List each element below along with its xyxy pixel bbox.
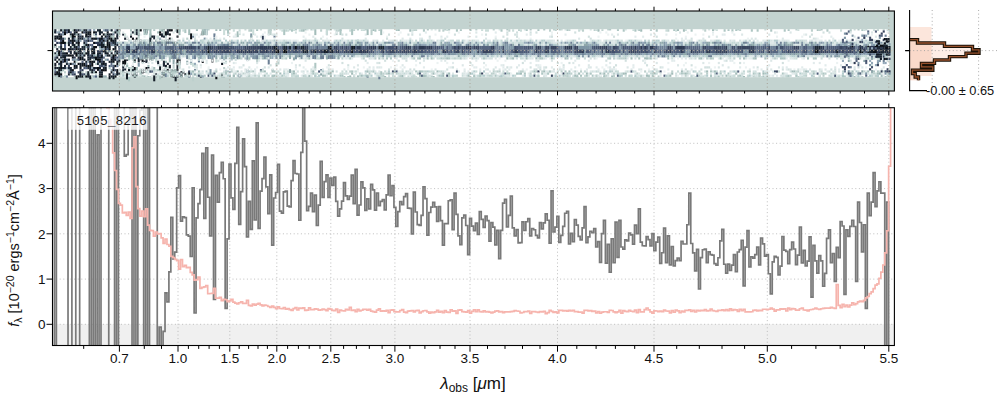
svg-text:-0.00 ± 0.65: -0.00 ± 0.65 (926, 83, 994, 98)
svg-text:1.5: 1.5 (220, 351, 239, 366)
svg-text:3.0: 3.0 (386, 351, 405, 366)
svg-text:4: 4 (38, 136, 46, 151)
svg-text:2.0: 2.0 (267, 351, 286, 366)
svg-text:2: 2 (38, 227, 46, 242)
svg-text:1.0: 1.0 (169, 351, 188, 366)
svg-text:3.5: 3.5 (461, 351, 480, 366)
svg-text:5105_8216: 5105_8216 (77, 114, 147, 129)
svg-text:3: 3 (38, 181, 46, 196)
svg-text:5.5: 5.5 (879, 351, 898, 366)
svg-text:fλ [10−20 ergs−1cm−2Å−1]: fλ [10−20 ergs−1cm−2Å−1] (4, 174, 24, 327)
svg-text:4.5: 4.5 (645, 351, 664, 366)
svg-text:1: 1 (38, 272, 46, 287)
svg-text:4.0: 4.0 (548, 351, 567, 366)
svg-text:2.5: 2.5 (321, 351, 340, 366)
svg-text:0: 0 (38, 317, 46, 332)
svg-text:5.0: 5.0 (758, 351, 777, 366)
svg-text:0.7: 0.7 (110, 351, 129, 366)
